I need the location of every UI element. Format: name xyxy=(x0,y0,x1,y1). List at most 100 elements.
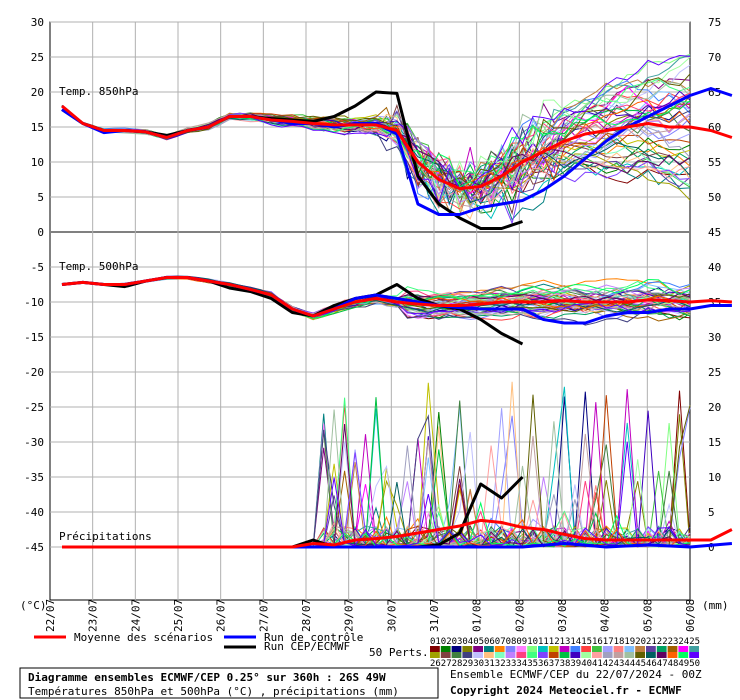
pert-swatch xyxy=(635,646,645,652)
pert-swatch xyxy=(656,652,667,658)
pert-number: 29 xyxy=(462,659,473,669)
pert-number: 45 xyxy=(635,659,646,669)
pert-number: 24 xyxy=(678,637,689,647)
x-tick-label: 22/07 xyxy=(44,599,57,632)
pert-number: 31 xyxy=(484,659,495,669)
left-tick-label: -10 xyxy=(24,296,44,309)
pert-swatch xyxy=(678,652,689,658)
pert-swatch xyxy=(592,652,602,658)
x-tick-label: 01/08 xyxy=(471,599,484,632)
pert-number: 41 xyxy=(592,659,603,669)
right-tick-label: 0 xyxy=(708,541,715,554)
right-tick-label: 70 xyxy=(708,51,721,64)
pert-swatch xyxy=(548,646,559,652)
pert-swatch xyxy=(689,646,699,652)
pert-number: 25 xyxy=(689,637,700,647)
left-tick-label: -30 xyxy=(24,436,44,449)
pert-number: 03 xyxy=(452,637,463,647)
pert-number: 39 xyxy=(570,659,581,669)
pert-number: 38 xyxy=(560,659,571,669)
left-tick-label: -35 xyxy=(24,471,44,484)
copyright: Copyright 2024 Meteociel.fr - ECMWF xyxy=(450,684,682,697)
pert-swatch xyxy=(656,646,667,652)
right-tick-label: 45 xyxy=(708,226,721,239)
pert-swatch xyxy=(527,646,537,652)
x-tick-label: 06/08 xyxy=(684,599,697,632)
pert-number: 32 xyxy=(495,659,506,669)
pert-swatch xyxy=(602,646,613,652)
left-tick-label: 25 xyxy=(31,51,44,64)
right-tick-label: 30 xyxy=(708,331,721,344)
left-tick-label: -45 xyxy=(24,541,44,554)
x-tick-label: 24/07 xyxy=(129,599,142,632)
pert-number: 34 xyxy=(516,659,527,669)
left-tick-label: 20 xyxy=(31,86,44,99)
legend: Moyenne des scénarios Run de contrôle Ru… xyxy=(34,631,700,669)
pert-number: 18 xyxy=(614,637,625,647)
pert-swatch xyxy=(646,646,656,652)
pert-swatch xyxy=(678,646,689,652)
panel-label-precip: Précipitations xyxy=(59,530,152,543)
pert-number: 09 xyxy=(516,637,527,647)
pert-number: 44 xyxy=(624,659,635,669)
run-info: Ensemble ECMWF/CEP du 22/07/2024 - 00Z xyxy=(450,668,702,681)
pert-swatch xyxy=(667,646,678,652)
pert-number: 08 xyxy=(506,637,517,647)
pert-swatch xyxy=(440,652,451,658)
pert-swatch xyxy=(592,646,602,652)
pert-swatch xyxy=(516,646,527,652)
pert-swatch xyxy=(581,652,591,658)
title-box xyxy=(19,667,439,699)
pert-number: 49 xyxy=(678,659,689,669)
pert-swatch xyxy=(624,646,635,652)
main-series xyxy=(61,87,733,549)
left-tick-label: 10 xyxy=(31,156,44,169)
pert-number: 33 xyxy=(506,659,517,669)
x-tick-label: 28/07 xyxy=(300,599,313,632)
pert-swatch xyxy=(581,646,591,652)
x-tick-label: 03/08 xyxy=(556,599,569,632)
pert-swatch xyxy=(451,646,462,652)
pert-swatch xyxy=(548,652,559,658)
pert-swatch xyxy=(430,652,440,658)
pert-number: 12 xyxy=(549,637,560,647)
x-tick-label: 25/07 xyxy=(172,599,185,632)
pert-number: 05 xyxy=(473,637,484,647)
x-tick-label: 30/07 xyxy=(385,599,398,632)
right-tick-label: 50 xyxy=(708,191,721,204)
pert-swatch xyxy=(516,652,527,658)
pert-number: 42 xyxy=(603,659,614,669)
pert-number: 15 xyxy=(581,637,592,647)
chart-title: Diagramme ensembles ECMWF/CEP 0.25° sur … xyxy=(28,671,386,684)
pert-swatch xyxy=(527,652,537,658)
pert-swatch xyxy=(505,652,516,658)
series-t850-mean xyxy=(61,104,733,191)
pert-number: 30 xyxy=(473,659,484,669)
right-tick-label: 10 xyxy=(708,471,721,484)
pert-number: 47 xyxy=(657,659,668,669)
pert-number: 14 xyxy=(570,637,581,647)
pert-swatch xyxy=(440,646,451,652)
pert-legend-grid: 01 02 03 04 05 06 07 08 09 10 11 12 13 14 15 16 17 18 19 20… xyxy=(430,637,700,669)
pert-number: 27 xyxy=(441,659,452,669)
left-axis: 30 25 20 15 10 5 0 -5 -10 -15 -20 -25 -30 -35 -40 -45 xyxy=(24,16,44,554)
pert-swatch xyxy=(646,652,656,658)
legend-perts-label: 50 Perts. xyxy=(369,646,429,659)
pert-swatch xyxy=(570,652,581,658)
pert-swatch xyxy=(505,646,516,652)
right-tick-label: 5 xyxy=(708,506,715,519)
pert-number: 19 xyxy=(624,637,635,647)
panel-label-t850: Temp. 850hPa xyxy=(59,85,138,98)
x-tick-label: 02/08 xyxy=(513,599,526,632)
x-tick-label: 29/07 xyxy=(343,599,356,632)
pert-swatch xyxy=(538,652,548,658)
left-tick-label: -15 xyxy=(24,331,44,344)
pert-swatch xyxy=(494,652,505,658)
pert-number: 01 xyxy=(430,637,441,647)
right-tick-label: 25 xyxy=(708,366,721,379)
left-tick-label: 15 xyxy=(31,121,44,134)
pert-swatch xyxy=(473,652,483,658)
right-tick-label: 15 xyxy=(708,436,721,449)
pert-number: 48 xyxy=(668,659,679,669)
